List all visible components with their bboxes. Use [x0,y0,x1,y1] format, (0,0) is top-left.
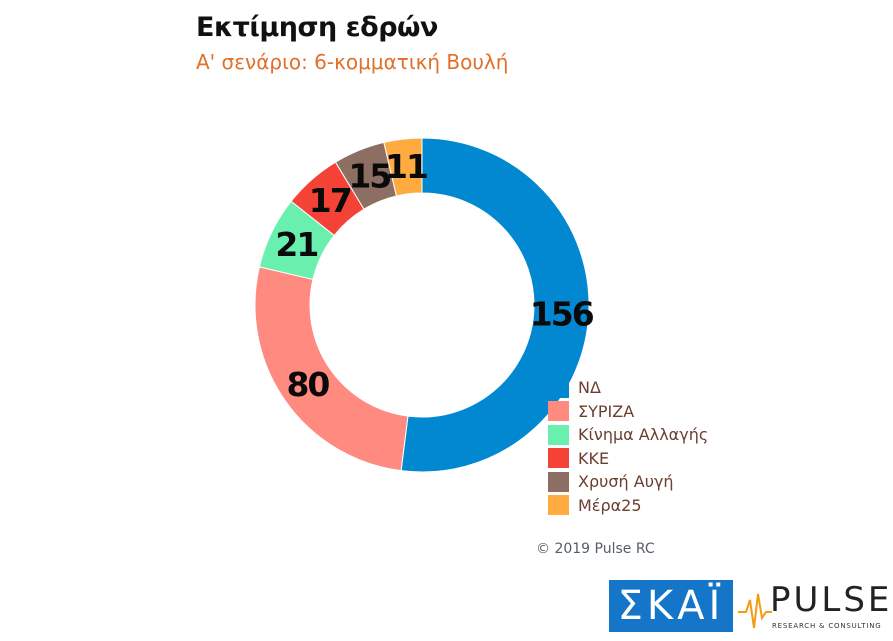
pulse-logo: PULSE RESEARCH & CONSULTING [738,578,890,636]
skai-logo-text: ΣΚΑΪ [617,583,725,629]
legend-swatch-xa [548,471,569,492]
slice-label-xa: 15 [348,156,390,195]
legend-label-xa: Χρυσή Αυγή [578,472,674,492]
slice-label-syriza: 80 [286,365,329,404]
legend-item-kinal: Κίνημα Αλλαγής [548,423,708,447]
legend-item-mera25: Μέρα25 [548,494,708,518]
legend-item-syriza: ΣΥΡΙΖΑ [548,400,708,424]
slice-label-kke: 17 [309,181,351,220]
legend-label-mera25: Μέρα25 [578,495,642,515]
slice-label-mera25: 11 [385,147,427,186]
legend-item-nd: ΝΔ [548,376,708,400]
legend-swatch-nd [548,377,569,398]
legend-label-nd: ΝΔ [578,378,601,398]
legend-swatch-mera25 [548,495,569,516]
copyright-credit: © 2019 Pulse RC [536,541,655,557]
legend-item-xa: Χρυσή Αυγή [548,470,708,494]
legend-swatch-kinal [548,424,569,445]
donut-slice-mera25 [383,137,423,197]
pulse-logo-tagline: RESEARCH & CONSULTING [772,622,882,630]
pulse-wave-icon [738,593,772,629]
chart-subtitle: Α' σενάριο: 6-κομματική Βουλή [196,50,509,74]
chart-title: Εκτίμηση εδρών [196,12,438,43]
pulse-logo-text: PULSE [770,580,893,620]
skai-logo: ΣΚΑΪ [609,580,733,632]
donut-slice-nd [400,137,590,473]
slice-label-kinal: 21 [275,225,317,264]
legend-swatch-syriza [548,401,569,422]
legend-label-kinal: Κίνημα Αλλαγής [578,425,709,445]
legend-swatch-kke [548,448,569,469]
legend-label-syriza: ΣΥΡΙΖΑ [578,401,635,421]
chart-legend: ΝΔ ΣΥΡΙΖΑ Κίνημα Αλλαγής ΚΚΕ Χρυσή Αυγή … [548,376,708,517]
slice-label-nd: 156 [530,294,594,333]
donut-slice-syriza [254,266,409,472]
legend-label-kke: ΚΚΕ [578,448,610,468]
legend-item-kke: ΚΚΕ [548,447,708,471]
